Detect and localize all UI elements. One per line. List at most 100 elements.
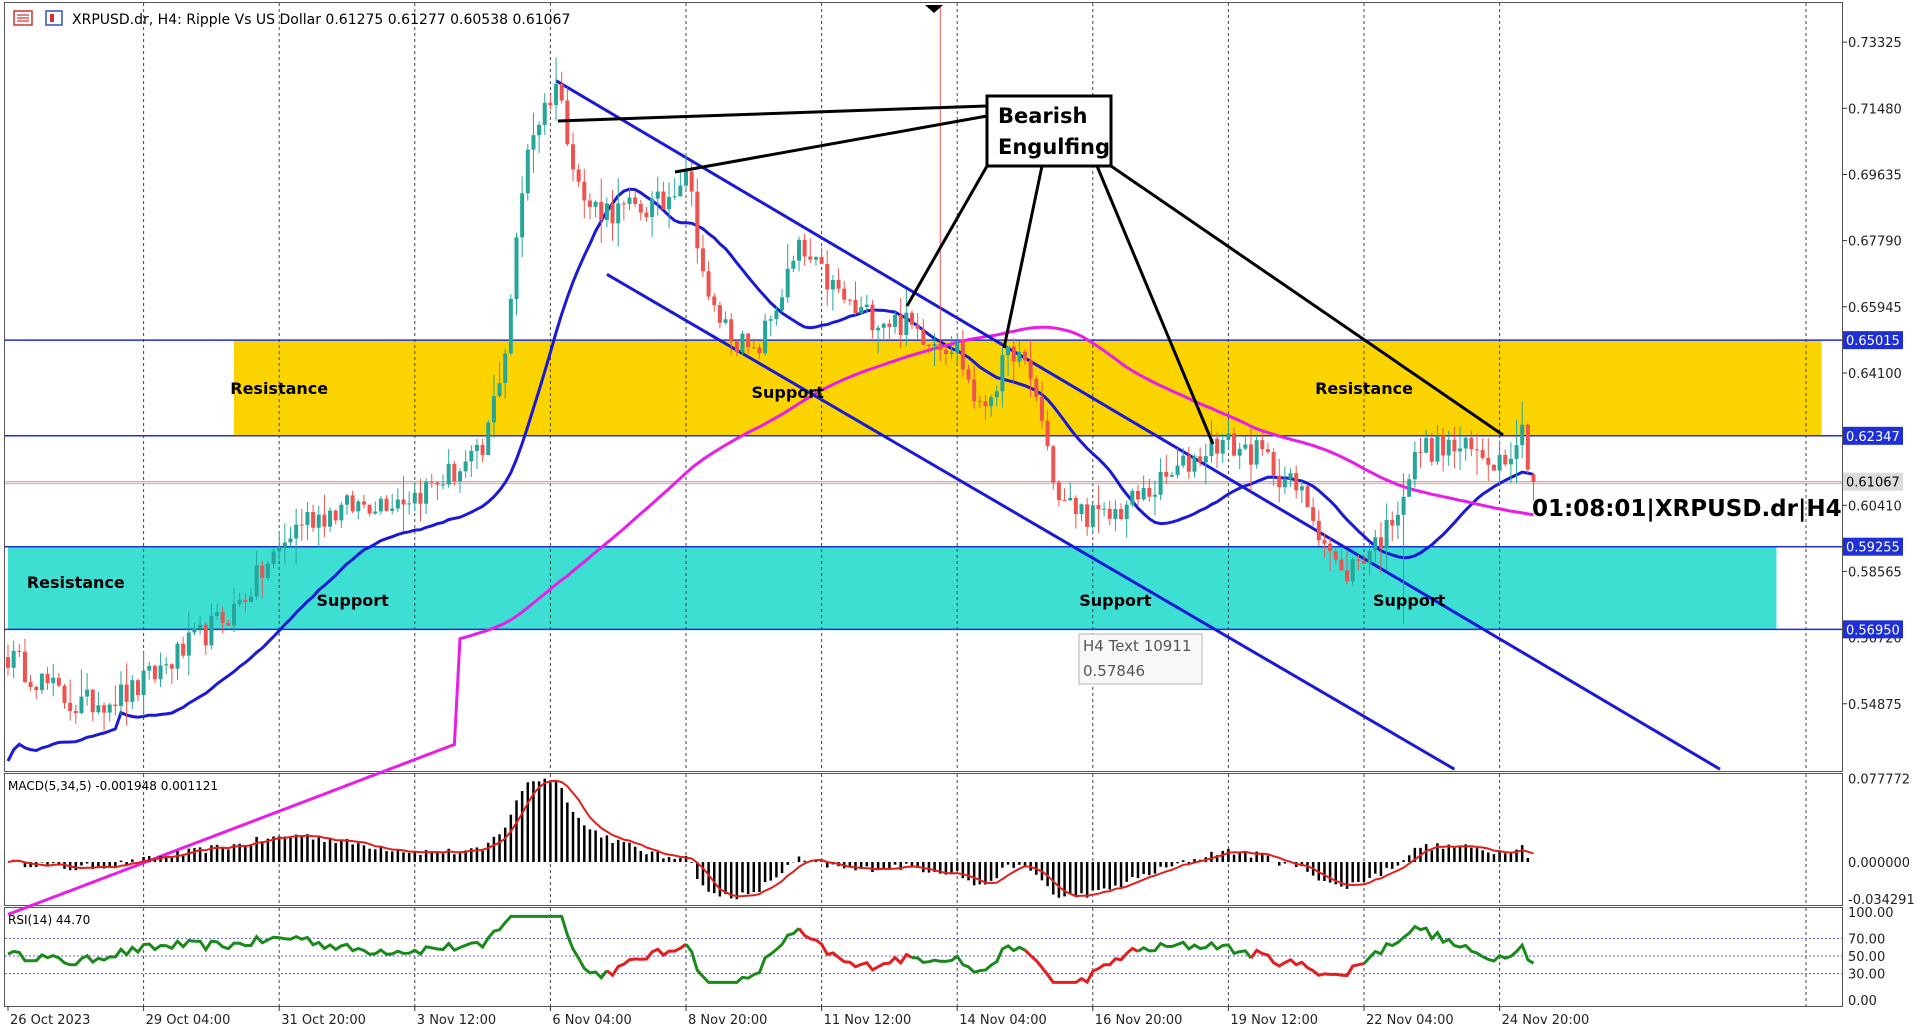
candle-body[interactable] [1480,450,1485,458]
candle-body[interactable] [384,498,389,511]
candle-body[interactable] [361,501,366,505]
candle-body[interactable] [700,248,705,272]
candle-body[interactable] [926,344,931,347]
candle-body[interactable] [1446,439,1451,456]
candle-body[interactable] [260,565,265,578]
candle-body[interactable] [977,401,982,403]
candle-body[interactable] [599,201,604,221]
candle-body[interactable] [508,298,513,354]
candle-body[interactable] [842,288,847,300]
candle-body[interactable] [1316,520,1321,541]
candle-body[interactable] [785,268,790,298]
candle-body[interactable] [1102,508,1107,510]
candle-body[interactable] [627,197,632,204]
candle-body[interactable] [1475,449,1479,451]
candle-body[interactable] [1322,540,1327,544]
candle-body[interactable] [1254,440,1259,465]
candle-body[interactable] [593,201,598,207]
candle-body[interactable] [141,670,146,696]
candle-body[interactable] [774,310,779,320]
candle-body[interactable] [1215,438,1220,454]
candle-body[interactable] [1226,433,1231,440]
candle-body[interactable] [254,565,259,597]
candle-body[interactable] [192,628,197,633]
candle-body[interactable] [243,599,248,603]
candle-body[interactable] [1181,455,1186,466]
candle-body[interactable] [554,83,559,106]
candle-body[interactable] [1113,509,1118,519]
candle-body[interactable] [949,352,954,354]
candle-body[interactable] [17,650,22,652]
candle-body[interactable] [1260,440,1265,450]
candle-body[interactable] [972,379,977,402]
candle-body[interactable] [6,657,10,668]
candle-body[interactable] [186,632,191,656]
candle-body[interactable] [1062,500,1067,502]
candle-body[interactable] [1107,508,1112,519]
candle-body[interactable] [1232,433,1237,456]
candle-body[interactable] [62,685,67,703]
candle-body[interactable] [1294,473,1299,491]
candle-body[interactable] [604,203,609,221]
candle-body[interactable] [356,501,361,512]
candle-body[interactable] [1130,490,1135,505]
candle-body[interactable] [667,196,672,210]
candle-body[interactable] [28,682,33,687]
candle-body[interactable] [68,702,73,712]
candle-body[interactable] [333,510,338,521]
candle-body[interactable] [1525,424,1530,470]
candle-body[interactable] [955,341,960,353]
candle-body[interactable] [559,83,564,101]
candle-body[interactable] [497,383,502,397]
candle-body[interactable] [1463,437,1468,449]
candle-body[interactable] [587,200,592,207]
candle-body[interactable] [1186,455,1191,472]
candle-body[interactable] [299,524,304,526]
candle-body[interactable] [328,510,333,527]
candle-body[interactable] [474,444,479,451]
candle-body[interactable] [322,514,327,527]
candle-body[interactable] [271,551,276,564]
candle-body[interactable] [910,312,914,325]
candle-body[interactable] [1068,497,1073,501]
candle-body[interactable] [836,279,841,289]
candle-body[interactable] [1085,504,1090,527]
candle-body[interactable] [1136,490,1140,500]
candle-body[interactable] [932,343,937,347]
candle-body[interactable] [288,538,293,543]
candle-body[interactable] [1328,543,1333,552]
candle-body[interactable] [130,680,135,702]
candle-body[interactable] [1390,519,1395,526]
candle-body[interactable] [1311,507,1316,521]
candle-body[interactable] [1124,504,1129,519]
candle-body[interactable] [864,304,869,308]
candle-body[interactable] [1096,505,1101,510]
candle-body[interactable] [548,102,553,106]
candle-body[interactable] [209,615,214,646]
candle-body[interactable] [45,673,50,684]
candle-body[interactable] [1424,438,1429,453]
candle-body[interactable] [232,604,236,626]
candle-body[interactable] [181,643,186,656]
candle-body[interactable] [1147,487,1152,497]
candle-body[interactable] [1520,424,1525,446]
candle-body[interactable] [1514,445,1519,459]
candle-body[interactable] [763,320,768,354]
candle-body[interactable] [644,212,649,218]
candle-body[interactable] [1378,537,1383,549]
candle-body[interactable] [960,341,965,370]
candle-body[interactable] [39,673,44,691]
candle-body[interactable] [124,684,129,702]
candle-body[interactable] [1339,559,1344,571]
candle-body[interactable] [1051,446,1056,483]
candle-body[interactable] [480,444,485,456]
candle-body[interactable] [1164,471,1169,477]
candle-body[interactable] [113,704,118,706]
candle-body[interactable] [345,495,349,505]
candle-body[interactable] [1452,439,1457,452]
candle-body[interactable] [994,391,999,398]
candle-body[interactable] [452,463,457,482]
candle-body[interactable] [791,260,796,269]
candle-body[interactable] [367,504,372,514]
candle-body[interactable] [780,297,785,311]
